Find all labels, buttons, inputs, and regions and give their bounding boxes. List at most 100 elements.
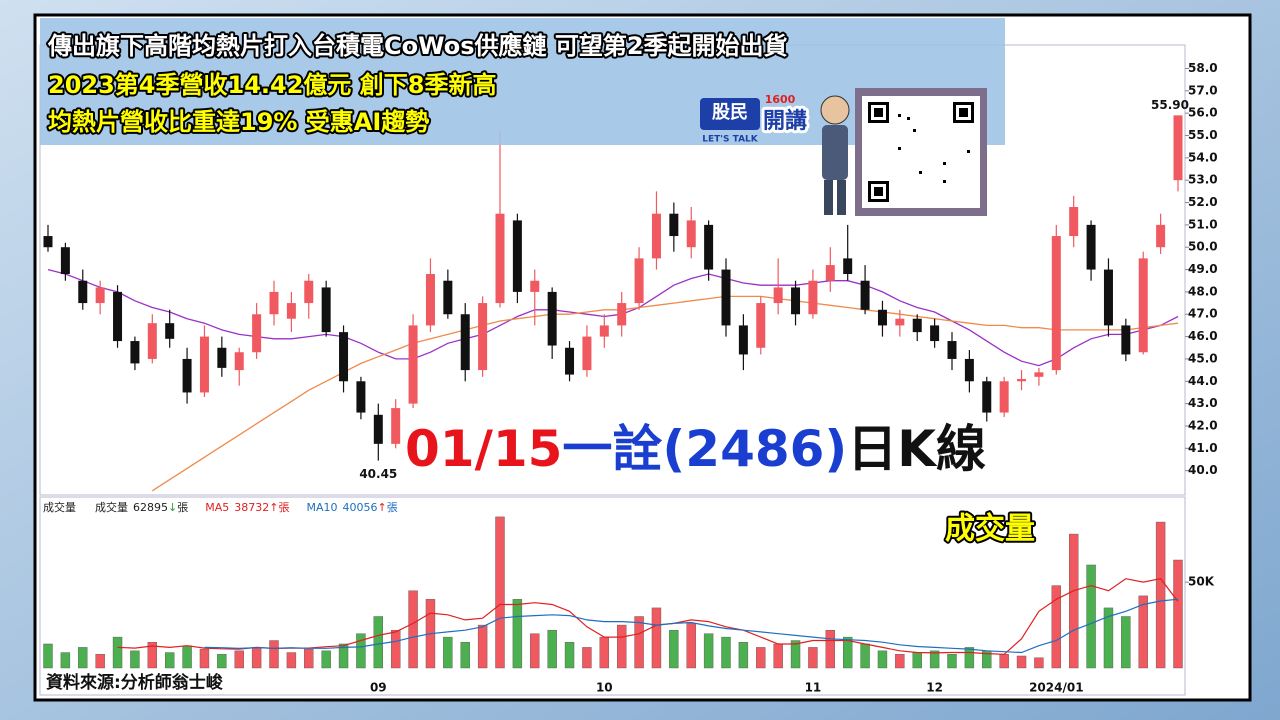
volume-bar <box>530 633 540 669</box>
leg <box>837 180 846 215</box>
volume-bar <box>825 630 836 669</box>
candle-body <box>165 323 175 339</box>
volume-bar <box>651 607 662 669</box>
volume-bar <box>582 647 592 669</box>
head <box>820 95 850 125</box>
candle-body <box>1138 258 1148 353</box>
volume-bar <box>947 654 957 669</box>
headline: 傳出旗下高階均熱片打入台積電CoWos供應鏈 可望第2季起開始出貨 <box>47 32 788 60</box>
volume-ma-line <box>204 598 1179 654</box>
volume-bar <box>321 650 331 669</box>
candle-body <box>217 347 227 368</box>
volume-bar <box>443 636 453 669</box>
y-tick-label: 44.0 <box>1188 374 1218 388</box>
body <box>822 125 848 180</box>
candle-body <box>982 381 992 413</box>
y-tick-label: 58.0 <box>1188 61 1218 75</box>
candle-body <box>478 303 488 371</box>
volume-bar <box>408 590 418 669</box>
logo-box <box>700 98 760 130</box>
y-tick-label: 56.0 <box>1188 106 1218 120</box>
candle-body <box>199 336 209 393</box>
candle-body <box>669 213 679 237</box>
candle-body <box>547 291 557 346</box>
candle-body <box>1156 224 1166 248</box>
plot: 40.0 41.0 42.0 43.0 44.0 45.0 46.0 47.0 48.0 49.0… <box>43 61 1218 695</box>
volume-bar <box>477 624 488 669</box>
x-tick-label: 09 <box>370 681 387 695</box>
volume-panel <box>39 496 1186 696</box>
y-tick-label: 55.0 <box>1188 128 1218 142</box>
volume-bar <box>78 647 88 669</box>
volume-bar <box>703 633 714 669</box>
logo-number: 1600 <box>765 93 796 106</box>
volume-bar <box>547 630 557 669</box>
qr-cell <box>919 171 922 174</box>
panel-label: 成交量 <box>43 500 76 514</box>
y-tick-label: 42.0 <box>1188 418 1218 432</box>
candle-body <box>999 381 1009 413</box>
legend-value: 38732 <box>234 501 269 514</box>
y-tick-label: 57.0 <box>1188 83 1218 97</box>
candle-body <box>877 309 887 326</box>
legend-entry: 成交量 62895↓張 <box>95 500 188 514</box>
y-tick-label: 41.0 <box>1188 441 1218 455</box>
candle-body <box>634 258 644 304</box>
candle-body <box>373 414 383 444</box>
volume-bar <box>895 654 905 669</box>
volume-bar <box>60 652 71 669</box>
volume-bar <box>756 647 766 669</box>
volume-bar <box>338 643 349 669</box>
volume-bar <box>390 630 401 669</box>
volume-bar <box>808 647 818 669</box>
candle-body <box>721 269 731 326</box>
candle-body <box>599 325 609 337</box>
candle-body <box>512 220 522 292</box>
candle-body <box>964 358 974 382</box>
qr-cell <box>913 129 916 132</box>
x-tick-label: 2024/01 <box>1029 681 1083 695</box>
volume-bar <box>304 648 314 669</box>
candle-body <box>286 303 296 319</box>
volume-bar <box>929 650 940 669</box>
candle-body <box>304 280 314 304</box>
volume-bar <box>1068 533 1079 669</box>
volume-bar <box>842 636 853 669</box>
y-tick-label: 50.0 <box>1188 240 1218 254</box>
volume-bar <box>95 654 105 669</box>
candle-body <box>252 314 262 353</box>
legend-arrow: ↑ <box>377 501 386 514</box>
volume-bar <box>130 650 140 669</box>
legend-unit: 張 <box>278 501 289 514</box>
qr-finder <box>959 108 968 117</box>
candle-body <box>391 408 401 444</box>
candle-body <box>912 318 922 333</box>
volume-bar <box>1034 657 1044 669</box>
candle-body <box>130 341 140 364</box>
leg <box>824 180 833 215</box>
volume-bar <box>269 640 279 669</box>
candle-body <box>565 347 575 375</box>
candle-body <box>1051 236 1061 371</box>
logo: 股民 1600 開講 LET'S TALK <box>700 93 810 145</box>
volume-bar <box>912 652 922 669</box>
qr-cell <box>943 162 946 165</box>
volume-bar <box>721 636 731 669</box>
volume-bar <box>217 654 227 669</box>
volume-bar <box>1103 607 1114 669</box>
volume-bar <box>999 654 1009 669</box>
x-tick-label: 12 <box>926 681 943 695</box>
legend-value: 40056 <box>342 501 377 514</box>
candle-body <box>651 213 661 259</box>
qr-cell <box>967 150 970 153</box>
volume-bar <box>599 636 610 669</box>
y-tick-label: 53.0 <box>1188 173 1218 187</box>
volume-bar <box>616 624 627 669</box>
ma-line <box>47 268 1179 367</box>
volume-bar <box>964 647 975 669</box>
y-tick-label: 46.0 <box>1188 329 1218 343</box>
legend-name: MA10 <box>306 501 337 514</box>
y-tick-label: 48.0 <box>1188 284 1218 298</box>
candle-body <box>60 247 70 275</box>
legend-name: MA5 <box>205 501 229 514</box>
